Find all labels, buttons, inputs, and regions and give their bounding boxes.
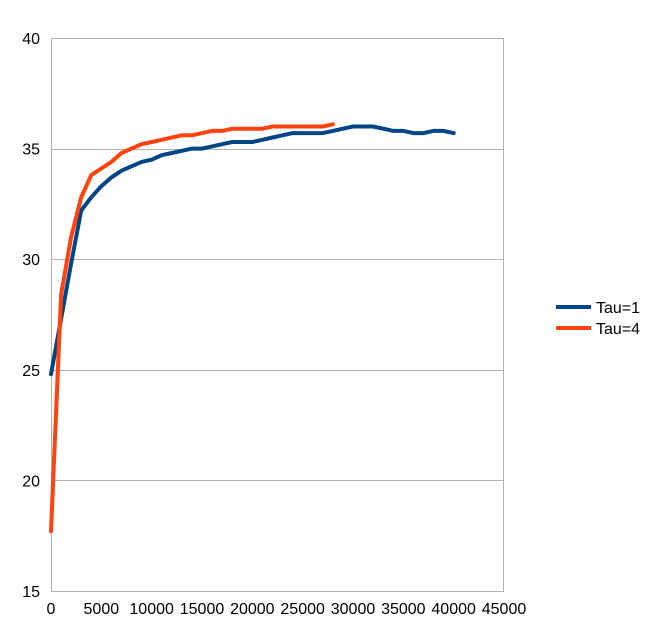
y-tick-label: 30: [22, 252, 40, 269]
x-tick-label: 0: [47, 601, 56, 618]
legend-label-tau-1: Tau=1: [596, 300, 640, 317]
x-tick-label: 45000: [482, 601, 527, 618]
legend-label-tau-4: Tau=4: [596, 321, 640, 338]
x-tick-label: 20000: [230, 601, 275, 618]
y-tick-label: 35: [22, 142, 40, 159]
y-tick-label: 20: [22, 473, 40, 490]
legend: Tau=1 Tau=4: [556, 300, 640, 338]
series-lines: [49, 122, 456, 534]
x-tick-label: 5000: [84, 601, 120, 618]
x-tick-label: 10000: [129, 601, 174, 618]
y-tick-label: 25: [22, 363, 40, 380]
x-tick-label: 25000: [280, 601, 325, 618]
axes: [51, 38, 504, 591]
gridlines: [51, 38, 504, 592]
x-tick-label: 15000: [180, 601, 225, 618]
x-tick-label: 40000: [431, 601, 476, 618]
tick-labels: 15 20 25 30 35 40 0 5000 10000 15000 20000 25000 300…: [22, 31, 526, 618]
x-tick-label: 30000: [331, 601, 376, 618]
y-tick-label: 15: [22, 584, 40, 601]
x-tick-label: 35000: [381, 601, 426, 618]
series-line-tau-4: [49, 122, 335, 534]
y-tick-label: 40: [22, 31, 40, 48]
series-line-tau-1: [49, 124, 456, 377]
